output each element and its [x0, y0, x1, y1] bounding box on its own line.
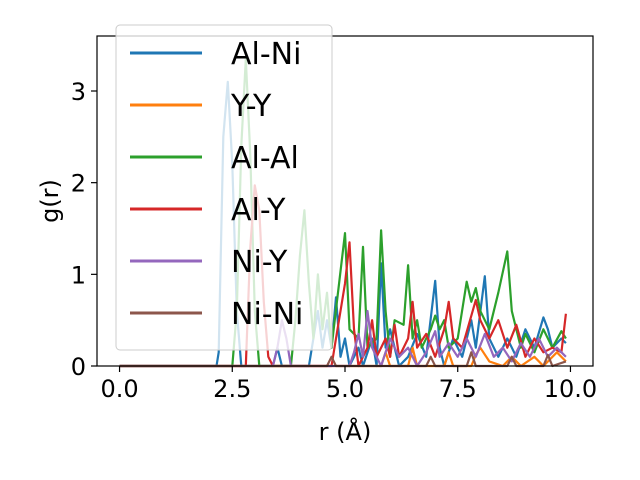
x-tick-label: 5.0 — [326, 375, 364, 403]
legend-label: Al-Y — [231, 193, 286, 228]
x-tick-label: 0.0 — [100, 375, 138, 403]
x-tick-label: 2.5 — [213, 375, 251, 403]
x-axis-label: r (Å) — [319, 417, 372, 446]
y-ticks: 0 1 2 3 — [71, 78, 97, 381]
y-tick-label: 3 — [71, 78, 86, 106]
y-axis-label: g(r) — [36, 179, 64, 223]
x-tick-label: 7.5 — [439, 375, 477, 403]
series-line-ni-ni — [119, 351, 567, 368]
y-tick-label: 0 — [71, 353, 86, 381]
legend-label: Al-Al — [231, 141, 299, 176]
legend-label: Al-Ni — [231, 37, 301, 72]
x-ticks: 0.0 2.5 5.0 7.5 10.0 — [100, 366, 597, 403]
legend-label: Ni-Ni — [231, 297, 303, 332]
x-tick-label: 10.0 — [544, 375, 597, 403]
legend-label: Ni-Y — [231, 245, 288, 280]
legend: Al-Ni Y-Y Al-Al Al-Y Ni-Y Ni-Ni — [115, 24, 333, 351]
y-tick-label: 1 — [71, 261, 86, 289]
y-tick-label: 2 — [71, 170, 86, 198]
legend-label: Y-Y — [230, 89, 272, 124]
